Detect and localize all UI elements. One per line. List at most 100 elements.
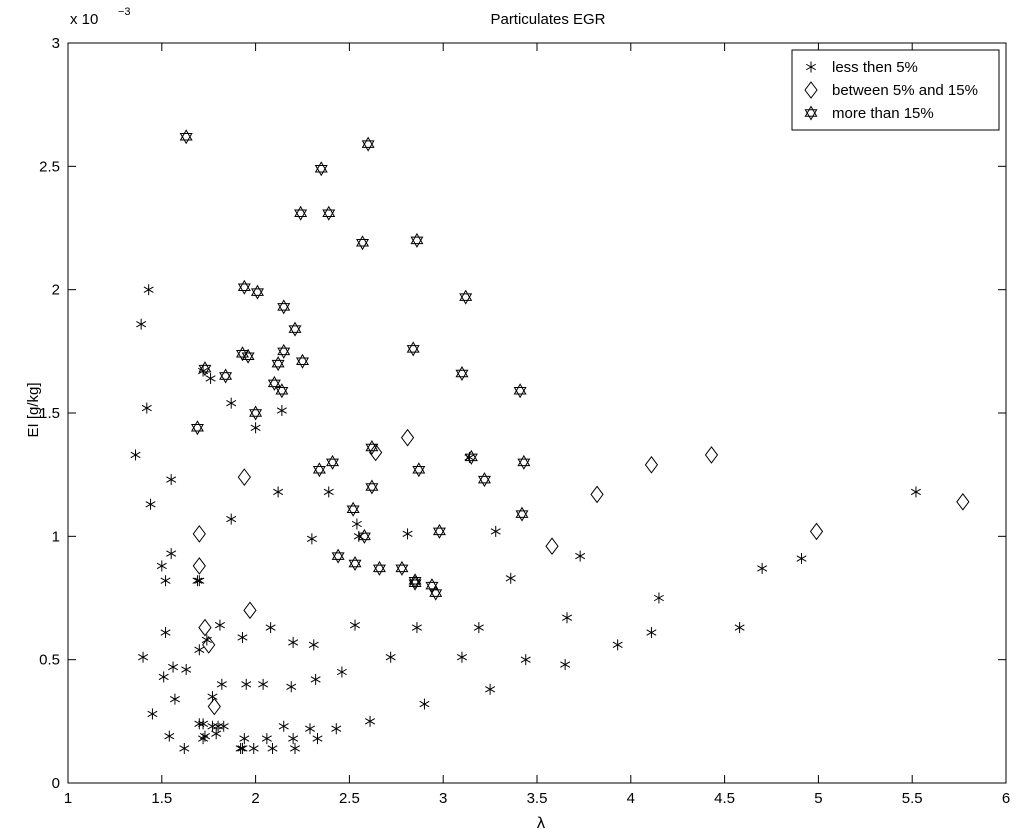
diamond-point [809, 522, 824, 541]
asterisk-point [136, 318, 147, 330]
hexagram-point [406, 341, 420, 357]
asterisk-point [211, 728, 222, 740]
hexagram-point [296, 353, 309, 369]
hexagram-point [277, 343, 291, 359]
asterisk-point [485, 683, 496, 695]
asterisk-point [226, 397, 237, 409]
hexagram-point [410, 232, 424, 248]
asterisk-point [473, 622, 484, 634]
hexagram-point [312, 462, 326, 478]
x-tick-label: 4.5 [714, 790, 735, 807]
legend-entry-label: between 5% and 15% [832, 82, 978, 99]
asterisk-point [306, 533, 317, 545]
asterisk-point [312, 733, 323, 745]
diamond-point [590, 485, 604, 504]
hexagram-point [249, 405, 263, 421]
diamond-point [198, 618, 212, 637]
asterisk-point [402, 528, 413, 540]
asterisk-point [646, 627, 657, 639]
hexagram-point [432, 523, 446, 539]
legend-marker-hexagram [804, 105, 818, 121]
asterisk-point [278, 720, 289, 732]
hexagram-point [267, 375, 281, 391]
asterisk-point [310, 673, 321, 685]
asterisk-point [216, 678, 227, 690]
y-tick-label: 1.5 [39, 405, 60, 422]
diamond-point [545, 537, 559, 556]
asterisk-point [562, 612, 573, 624]
asterisk-point [194, 718, 205, 730]
hexagram-point [517, 454, 531, 470]
hexagram-point [198, 361, 212, 377]
hexagram-point [271, 356, 285, 372]
x-tick-label: 2.5 [339, 790, 360, 807]
diamond-point [369, 443, 383, 462]
asterisk-point [653, 592, 664, 604]
y-tick-label: 0.5 [39, 652, 60, 669]
asterisk-point [198, 718, 209, 730]
asterisk-point [194, 575, 205, 587]
hexagram-point [365, 440, 379, 456]
asterisk-point [164, 730, 175, 742]
hexagram-point [408, 575, 422, 591]
hexagram-point [429, 585, 443, 601]
hexagram-point [190, 420, 204, 436]
asterisk-point [166, 548, 177, 560]
diamond-point [243, 601, 257, 620]
asterisk-point [250, 422, 261, 434]
x-axis: 1 1.5 2 2.5 3 3.5 4 4.5 5 5.5 6 [64, 43, 1010, 807]
asterisk-point [248, 742, 259, 754]
asterisk-point [130, 449, 141, 461]
asterisk-point [205, 372, 216, 384]
asterisk-point [237, 631, 248, 643]
asterisk-point [288, 733, 299, 745]
hexagram-point [288, 321, 302, 337]
asterisk-point [385, 651, 396, 663]
asterisk-point [276, 405, 287, 417]
asterisk-point [757, 562, 768, 574]
asterisk-point [331, 723, 342, 735]
hexagram-point [219, 368, 233, 384]
asterisk-point [138, 651, 149, 663]
legend-entry-label: less then 5% [832, 59, 918, 76]
y-exponent-power: −3 [118, 6, 131, 18]
asterisk-point [226, 513, 237, 525]
asterisk-point [304, 723, 316, 735]
hexagram-point [348, 555, 362, 571]
hexagram-point [459, 289, 473, 305]
diamond-point [400, 428, 415, 447]
hexagram-point [250, 284, 264, 300]
hexagram-point [395, 560, 409, 576]
asterisk-point [168, 661, 179, 673]
asterisk-point [323, 486, 334, 498]
asterisk-point [181, 664, 192, 676]
legend-marker-diamond [804, 81, 818, 99]
diamond-point [192, 557, 206, 575]
hexagram-point [361, 136, 375, 152]
legend-box [791, 49, 1000, 131]
y-tick-label: 2 [52, 282, 60, 299]
x-tick-label: 1.5 [151, 790, 172, 807]
hexagram-point [322, 205, 336, 221]
diamond-point [207, 697, 221, 716]
asterisk-point [350, 619, 361, 631]
asterisk-point [147, 708, 158, 720]
hexagram-point [365, 479, 379, 495]
asterisk-point [288, 636, 299, 648]
hexagram-point [346, 501, 360, 517]
hexagram-point [294, 205, 308, 221]
asterisk-point [910, 486, 921, 498]
diamond-point [237, 468, 251, 486]
asterisk-point [419, 698, 430, 710]
asterisk-point [267, 742, 278, 754]
hexagram-point [513, 383, 527, 399]
x-tick-label: 4 [627, 790, 635, 807]
asterisk-point [575, 550, 586, 562]
y-tick-label: 3 [52, 35, 60, 52]
asterisk-point [289, 742, 301, 754]
hexagram-point [357, 528, 371, 544]
asterisk-point [411, 622, 422, 634]
asterisk-point [273, 486, 284, 498]
asterisk-point [239, 733, 250, 745]
